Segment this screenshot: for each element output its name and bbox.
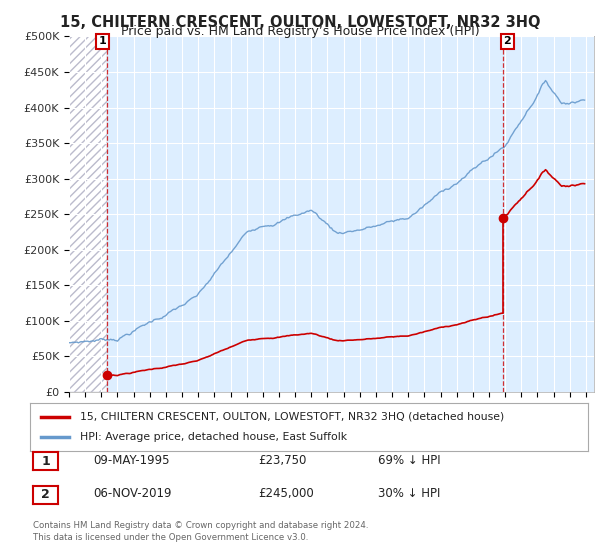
Text: £23,750: £23,750: [258, 454, 307, 467]
Text: Price paid vs. HM Land Registry’s House Price Index (HPI): Price paid vs. HM Land Registry’s House …: [121, 25, 479, 38]
Text: 2: 2: [503, 36, 511, 46]
Text: 30% ↓ HPI: 30% ↓ HPI: [378, 487, 440, 501]
Text: Contains HM Land Registry data © Crown copyright and database right 2024.: Contains HM Land Registry data © Crown c…: [33, 521, 368, 530]
Text: 15, CHILTERN CRESCENT, OULTON, LOWESTOFT, NR32 3HQ (detached house): 15, CHILTERN CRESCENT, OULTON, LOWESTOFT…: [80, 412, 505, 422]
Text: 1: 1: [98, 36, 106, 46]
Text: HPI: Average price, detached house, East Suffolk: HPI: Average price, detached house, East…: [80, 432, 347, 442]
Text: 69% ↓ HPI: 69% ↓ HPI: [378, 454, 440, 467]
Text: 15, CHILTERN CRESCENT, OULTON, LOWESTOFT, NR32 3HQ: 15, CHILTERN CRESCENT, OULTON, LOWESTOFT…: [60, 15, 540, 30]
Text: 09-MAY-1995: 09-MAY-1995: [93, 454, 170, 467]
Bar: [69, 36, 107, 392]
Text: This data is licensed under the Open Government Licence v3.0.: This data is licensed under the Open Gov…: [33, 533, 308, 542]
Text: £245,000: £245,000: [258, 487, 314, 501]
Text: 06-NOV-2019: 06-NOV-2019: [93, 487, 172, 501]
Text: 1: 1: [41, 455, 50, 468]
Bar: [69, 36, 107, 392]
Text: 2: 2: [41, 488, 50, 501]
